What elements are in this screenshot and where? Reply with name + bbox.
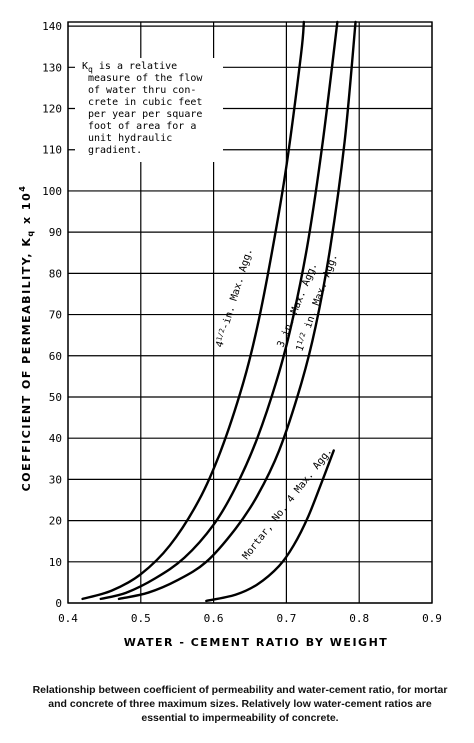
y-tick-label-0: 0 — [55, 597, 62, 610]
series-line-4 — [205, 449, 335, 603]
plot-frame — [67, 21, 433, 604]
y-tick-label-100: 100 — [42, 185, 62, 198]
note-box: Kq is a relative measure of the flow of … — [75, 58, 223, 162]
y-tick-label-10: 10 — [49, 556, 62, 569]
y-tick-label-20: 20 — [49, 515, 62, 528]
note-line-6: foot of area for a — [88, 121, 196, 132]
series-label-4-1-2-in: 41/2-in. Max. Agg. — [213, 247, 255, 349]
x-tick-label-0.5: 0.5 — [131, 612, 151, 625]
y-tick-label-50: 50 — [49, 391, 62, 404]
note-background — [75, 58, 223, 162]
x-tick-label-0.6: 0.6 — [204, 612, 224, 625]
y-tick-label-60: 60 — [49, 350, 62, 363]
y-tick-label-70: 70 — [49, 309, 62, 322]
note-line-2: measure of the flow — [88, 73, 203, 84]
series-lines — [81, 20, 357, 603]
series-line-1 — [81, 20, 306, 601]
x-tick-label-0.7: 0.7 — [276, 612, 296, 625]
y-tick-label-110: 110 — [42, 144, 62, 157]
note-line-8: gradient. — [88, 145, 142, 156]
y-tick-label-30: 30 — [49, 473, 62, 486]
y-tick-label-120: 120 — [42, 103, 62, 116]
y-tick-label-80: 80 — [49, 267, 62, 280]
x-tick-label-0.4: 0.4 — [58, 612, 78, 625]
y-tick-label-130: 130 — [42, 61, 62, 74]
y-tick-label-40: 40 — [49, 432, 62, 445]
x-tick-label-0.8: 0.8 — [349, 612, 369, 625]
series-line-2 — [99, 20, 339, 601]
note-line-4: crete in cubic feet — [88, 97, 202, 108]
series-label-mortar: Mortar, No. 4 Max. Agg. — [241, 446, 335, 562]
y-tick-label-90: 90 — [49, 226, 62, 239]
tick-labels: 0 10 20 30 40 50 60 70 80 90 100 110 120 130 140 0.4 0.5… — [42, 20, 442, 625]
y-axis-title: COEFFICIENT OF PERMEABILITY, Kq x 104 — [18, 185, 35, 492]
figure-caption: Relationship between coefficient of perm… — [32, 684, 448, 724]
y-tick-label-140: 140 — [42, 20, 62, 33]
series-line-3 — [117, 20, 357, 601]
note-line-3: of water thru con- — [88, 85, 196, 96]
x-tick-label-0.9: 0.9 — [422, 612, 442, 625]
note-line-5: per year per square — [88, 109, 202, 120]
note-line-1: Kq is a relative — [82, 61, 177, 74]
note-line-7: unit hydraulic — [88, 133, 172, 144]
x-axis-title: WATER - CEMENT RATIO BY WEIGHT — [124, 636, 389, 649]
